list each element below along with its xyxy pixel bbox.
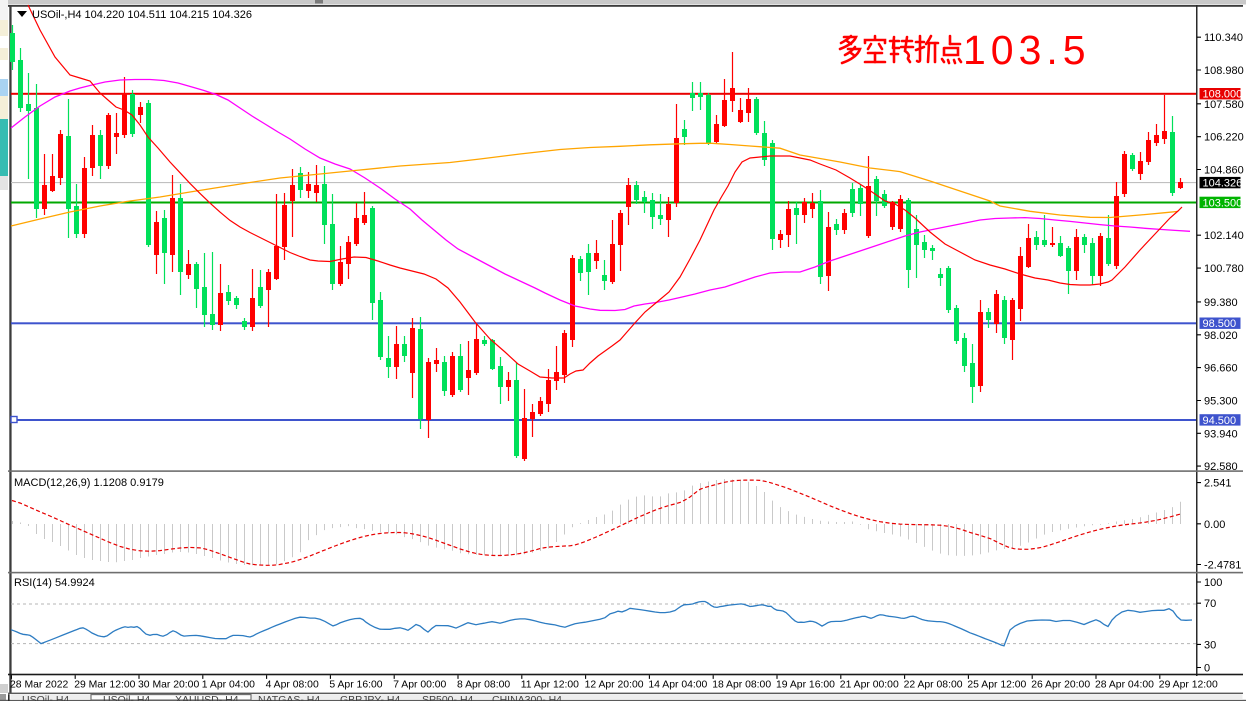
svg-text:104.326: 104.326 (1203, 178, 1243, 190)
svg-text:18 Apr 08:00: 18 Apr 08:00 (712, 680, 771, 691)
svg-text:USOil-,H4: USOil-,H4 (103, 694, 150, 701)
svg-text:110.340: 110.340 (1204, 32, 1243, 44)
svg-text:CHINA300-,H4: CHINA300-,H4 (492, 694, 562, 701)
svg-text:98.500: 98.500 (1203, 318, 1237, 330)
svg-text:11 Apr 12:00: 11 Apr 12:00 (521, 680, 579, 691)
svg-text:96.660: 96.660 (1204, 363, 1238, 375)
svg-text:USOil-,H4 104.220 104.511 104: USOil-,H4 104.220 104.511 104.215 104.32… (32, 9, 252, 21)
svg-text:19 Apr 16:00: 19 Apr 16:00 (776, 680, 835, 691)
svg-text:0.00: 0.00 (1204, 519, 1225, 531)
svg-text:NATGAS-,H4: NATGAS-,H4 (258, 694, 320, 701)
svg-text:28 Apr 04:00: 28 Apr 04:00 (1095, 680, 1154, 691)
svg-text:30 Mar 20:00: 30 Mar 20:00 (138, 680, 199, 691)
svg-text:0: 0 (1204, 663, 1210, 675)
svg-text:106.220: 106.220 (1204, 132, 1244, 144)
svg-text:70: 70 (1204, 598, 1216, 610)
svg-text:30: 30 (1204, 639, 1216, 651)
svg-text:93.940: 93.940 (1204, 428, 1238, 440)
svg-text:26 Apr 20:00: 26 Apr 20:00 (1031, 680, 1090, 691)
svg-text:8 Apr 08:00: 8 Apr 08:00 (457, 680, 510, 691)
svg-text:12 Apr 20:00: 12 Apr 20:00 (585, 680, 644, 691)
svg-text:GBPJPY-,H4: GBPJPY-,H4 (340, 694, 400, 701)
svg-text:100.780: 100.780 (1204, 263, 1244, 275)
svg-text:22 Apr 08:00: 22 Apr 08:00 (904, 680, 963, 691)
svg-text:SP500-,H4: SP500-,H4 (422, 694, 474, 701)
svg-text:USOil-,H4: USOil-,H4 (22, 694, 69, 701)
svg-text:1 Apr 04:00: 1 Apr 04:00 (202, 680, 255, 691)
svg-text:103.500: 103.500 (1203, 197, 1243, 209)
svg-text:25 Apr 12:00: 25 Apr 12:00 (967, 680, 1026, 691)
svg-text:28 Mar 2022: 28 Mar 2022 (10, 680, 69, 691)
svg-text:5 Apr 16:00: 5 Apr 16:00 (329, 680, 382, 691)
svg-text:99.380: 99.380 (1204, 297, 1238, 309)
svg-text:XAUUSD-,H4: XAUUSD-,H4 (175, 694, 239, 701)
svg-text:21 Apr 00:00: 21 Apr 00:00 (840, 680, 899, 691)
svg-text:98.020: 98.020 (1204, 330, 1238, 342)
svg-text:29 Apr 12:00: 29 Apr 12:00 (1159, 680, 1218, 691)
svg-text:92.580: 92.580 (1204, 461, 1238, 473)
svg-text:100: 100 (1204, 577, 1222, 589)
svg-text:108.980: 108.980 (1204, 65, 1244, 77)
svg-text:14 Apr 04:00: 14 Apr 04:00 (648, 680, 707, 691)
svg-text:29 Mar 12:00: 29 Mar 12:00 (74, 680, 135, 691)
svg-text:103.5: 103.5 (963, 27, 1091, 73)
svg-text:RSI(14) 54.9924: RSI(14) 54.9924 (14, 577, 95, 589)
svg-text:-2.4781: -2.4781 (1204, 560, 1241, 572)
svg-text:104.860: 104.860 (1204, 165, 1244, 177)
svg-text:108.000: 108.000 (1203, 89, 1243, 101)
svg-text:2.541: 2.541 (1204, 478, 1232, 490)
svg-text:4 Apr 08:00: 4 Apr 08:00 (266, 680, 319, 691)
svg-text:95.300: 95.300 (1204, 396, 1238, 408)
svg-text:107.580: 107.580 (1204, 99, 1244, 111)
svg-text:MACD(12,26,9) 1.1208 0.9179: MACD(12,26,9) 1.1208 0.9179 (14, 477, 164, 489)
svg-text:102.140: 102.140 (1204, 230, 1244, 242)
svg-text:7 Apr 00:00: 7 Apr 00:00 (393, 680, 446, 691)
svg-text:94.500: 94.500 (1203, 415, 1237, 427)
